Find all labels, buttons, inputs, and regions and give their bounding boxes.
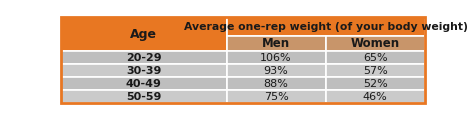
Bar bbox=[326, 36, 425, 51]
Bar bbox=[61, 51, 227, 64]
Bar bbox=[326, 90, 425, 103]
Text: 40-49: 40-49 bbox=[126, 79, 162, 89]
Bar bbox=[227, 64, 326, 77]
Bar bbox=[61, 77, 227, 90]
Bar bbox=[227, 36, 326, 51]
Text: 50-59: 50-59 bbox=[126, 92, 162, 102]
Bar bbox=[227, 17, 425, 36]
Bar bbox=[326, 77, 425, 90]
Text: 20-29: 20-29 bbox=[126, 53, 162, 63]
Text: 75%: 75% bbox=[264, 92, 289, 102]
Text: 52%: 52% bbox=[363, 79, 388, 89]
Bar bbox=[61, 90, 227, 103]
Text: Age: Age bbox=[130, 27, 157, 41]
Text: 30-39: 30-39 bbox=[126, 66, 162, 76]
Bar bbox=[61, 17, 227, 51]
Bar bbox=[227, 90, 326, 103]
Text: 93%: 93% bbox=[264, 66, 289, 76]
Text: 46%: 46% bbox=[363, 92, 388, 102]
Text: 65%: 65% bbox=[363, 53, 388, 63]
Text: Women: Women bbox=[351, 37, 400, 50]
Bar bbox=[227, 77, 326, 90]
Text: 88%: 88% bbox=[264, 79, 289, 89]
Bar bbox=[227, 51, 326, 64]
Text: Men: Men bbox=[262, 37, 290, 50]
Bar bbox=[326, 64, 425, 77]
Bar bbox=[61, 64, 227, 77]
Text: 57%: 57% bbox=[363, 66, 388, 76]
Bar bbox=[326, 51, 425, 64]
Text: Average one-rep weight (of your body weight): Average one-rep weight (of your body wei… bbox=[184, 22, 467, 32]
Text: 106%: 106% bbox=[260, 53, 292, 63]
